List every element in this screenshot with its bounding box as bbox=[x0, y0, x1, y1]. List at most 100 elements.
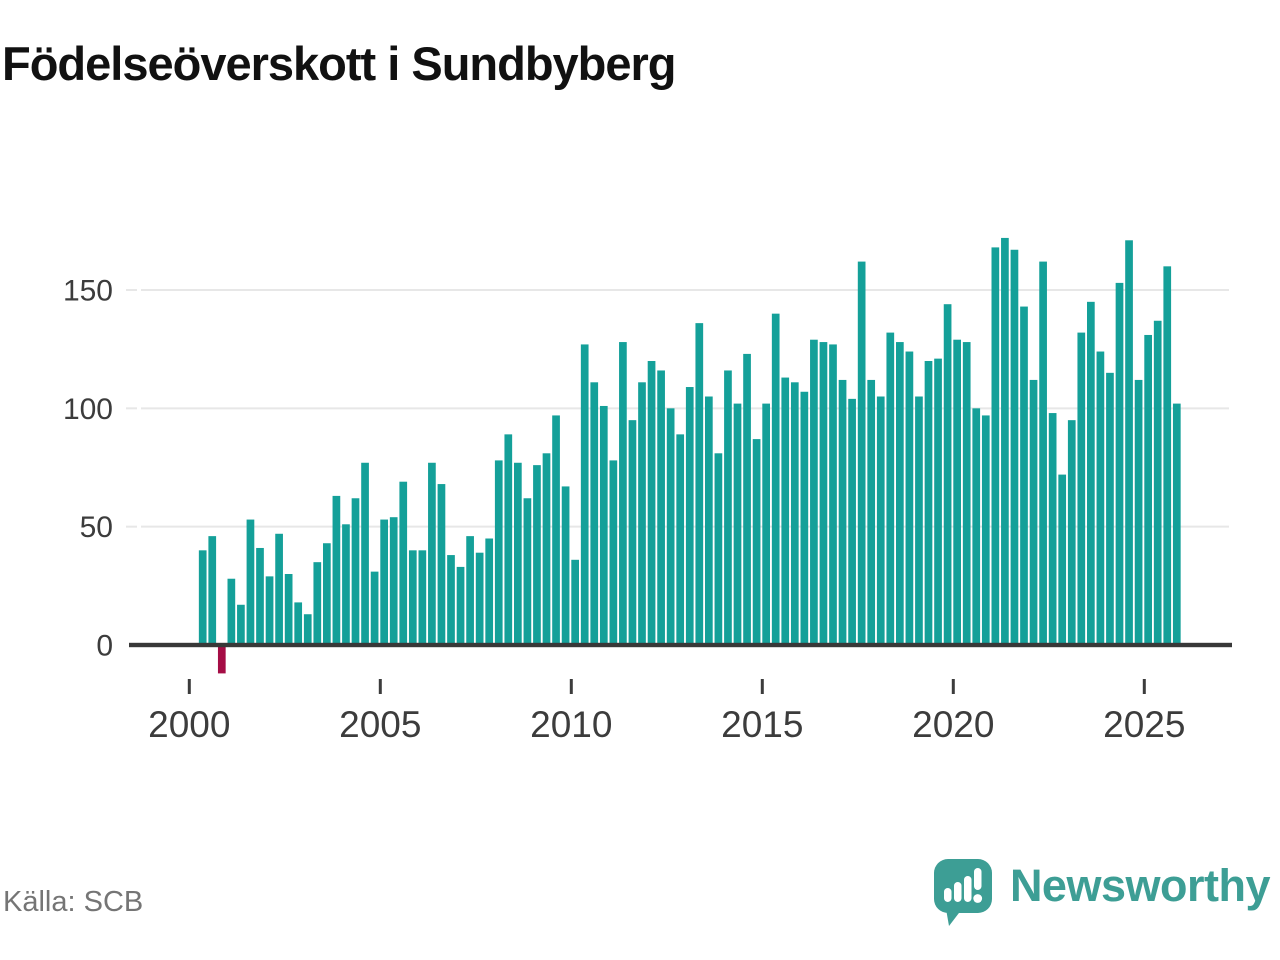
bar bbox=[705, 396, 713, 645]
bar bbox=[991, 247, 1000, 645]
bar bbox=[580, 344, 589, 645]
bar bbox=[666, 408, 675, 645]
bar bbox=[351, 498, 360, 645]
bar bbox=[198, 550, 207, 645]
bar bbox=[876, 396, 885, 645]
bar bbox=[1144, 334, 1152, 645]
bar bbox=[313, 562, 322, 645]
bar bbox=[676, 434, 685, 645]
bar bbox=[752, 439, 761, 645]
bar bbox=[523, 498, 532, 645]
bar bbox=[590, 382, 599, 645]
bar bbox=[342, 524, 350, 645]
bar bbox=[867, 379, 876, 645]
bar bbox=[552, 415, 560, 645]
y-axis-label: 100 bbox=[63, 393, 113, 426]
bar bbox=[237, 604, 245, 645]
bar bbox=[714, 453, 723, 645]
bar bbox=[1020, 306, 1028, 645]
bar bbox=[456, 566, 465, 645]
bar bbox=[647, 361, 656, 645]
bar bbox=[934, 358, 942, 645]
bar bbox=[256, 547, 264, 645]
bar bbox=[619, 342, 627, 645]
bar bbox=[771, 313, 780, 645]
bar bbox=[915, 396, 923, 645]
bar bbox=[303, 614, 312, 645]
bar bbox=[628, 420, 637, 645]
bar bbox=[1077, 332, 1086, 645]
bar bbox=[428, 462, 436, 645]
bar bbox=[829, 344, 837, 645]
bar bbox=[1048, 413, 1057, 645]
y-axis-label: 50 bbox=[80, 511, 113, 544]
bar bbox=[475, 552, 484, 645]
page-title: Födelseöverskott i Sundbyberg bbox=[2, 37, 677, 90]
bar bbox=[399, 481, 408, 645]
x-axis-line bbox=[129, 642, 1232, 648]
bar bbox=[695, 323, 704, 645]
bar bbox=[838, 379, 847, 645]
bar bbox=[542, 453, 551, 645]
bar bbox=[466, 536, 474, 645]
bar bbox=[418, 550, 427, 645]
bar bbox=[886, 332, 895, 645]
bar bbox=[810, 339, 818, 645]
bar bbox=[609, 460, 618, 645]
bar bbox=[685, 387, 694, 645]
bar bbox=[265, 576, 274, 645]
y-axis-label: 0 bbox=[96, 630, 113, 663]
bar bbox=[1087, 301, 1095, 645]
bar bbox=[857, 261, 866, 645]
bar bbox=[972, 408, 981, 645]
bar bbox=[1172, 403, 1181, 645]
bar bbox=[217, 645, 226, 674]
bar bbox=[246, 519, 255, 645]
bar bbox=[962, 342, 971, 645]
bar bbox=[504, 434, 513, 645]
newsworthy-speech-bubble-bar-chart-icon bbox=[933, 859, 992, 926]
bar bbox=[896, 342, 904, 645]
bar bbox=[571, 559, 579, 645]
bar bbox=[1115, 282, 1124, 645]
bar bbox=[1039, 261, 1047, 645]
bar bbox=[743, 353, 751, 645]
bar bbox=[361, 462, 369, 645]
bar bbox=[1067, 420, 1076, 645]
newsworthy-logo: Newsworthy bbox=[932, 856, 1271, 928]
y-axis-label: 150 bbox=[63, 274, 113, 307]
bar bbox=[953, 339, 961, 645]
bar bbox=[380, 519, 388, 645]
bar bbox=[790, 382, 799, 645]
x-axis-label: 2010 bbox=[530, 704, 612, 745]
bar bbox=[800, 391, 809, 645]
bar bbox=[533, 465, 541, 645]
bar bbox=[1106, 372, 1114, 645]
bar bbox=[943, 304, 952, 645]
bar bbox=[733, 403, 742, 645]
bar bbox=[599, 405, 608, 645]
bar bbox=[389, 517, 398, 645]
bar bbox=[1058, 474, 1067, 645]
bar bbox=[227, 578, 236, 645]
bar bbox=[494, 460, 503, 645]
bar bbox=[323, 543, 331, 645]
bar bbox=[1153, 320, 1162, 645]
bar bbox=[294, 602, 303, 645]
bar bbox=[284, 574, 293, 645]
bar bbox=[905, 351, 914, 645]
bar bbox=[657, 370, 665, 645]
bar bbox=[1163, 266, 1172, 645]
x-axis-label: 2020 bbox=[912, 704, 994, 745]
bar bbox=[332, 495, 341, 645]
x-axis-label: 2005 bbox=[339, 704, 421, 745]
bar bbox=[848, 398, 856, 645]
bar bbox=[1096, 351, 1105, 645]
bar bbox=[924, 361, 933, 645]
x-axis-label: 2000 bbox=[148, 704, 230, 745]
bar bbox=[981, 415, 990, 645]
bar bbox=[208, 536, 217, 645]
bar bbox=[638, 382, 646, 645]
bar bbox=[485, 538, 494, 645]
